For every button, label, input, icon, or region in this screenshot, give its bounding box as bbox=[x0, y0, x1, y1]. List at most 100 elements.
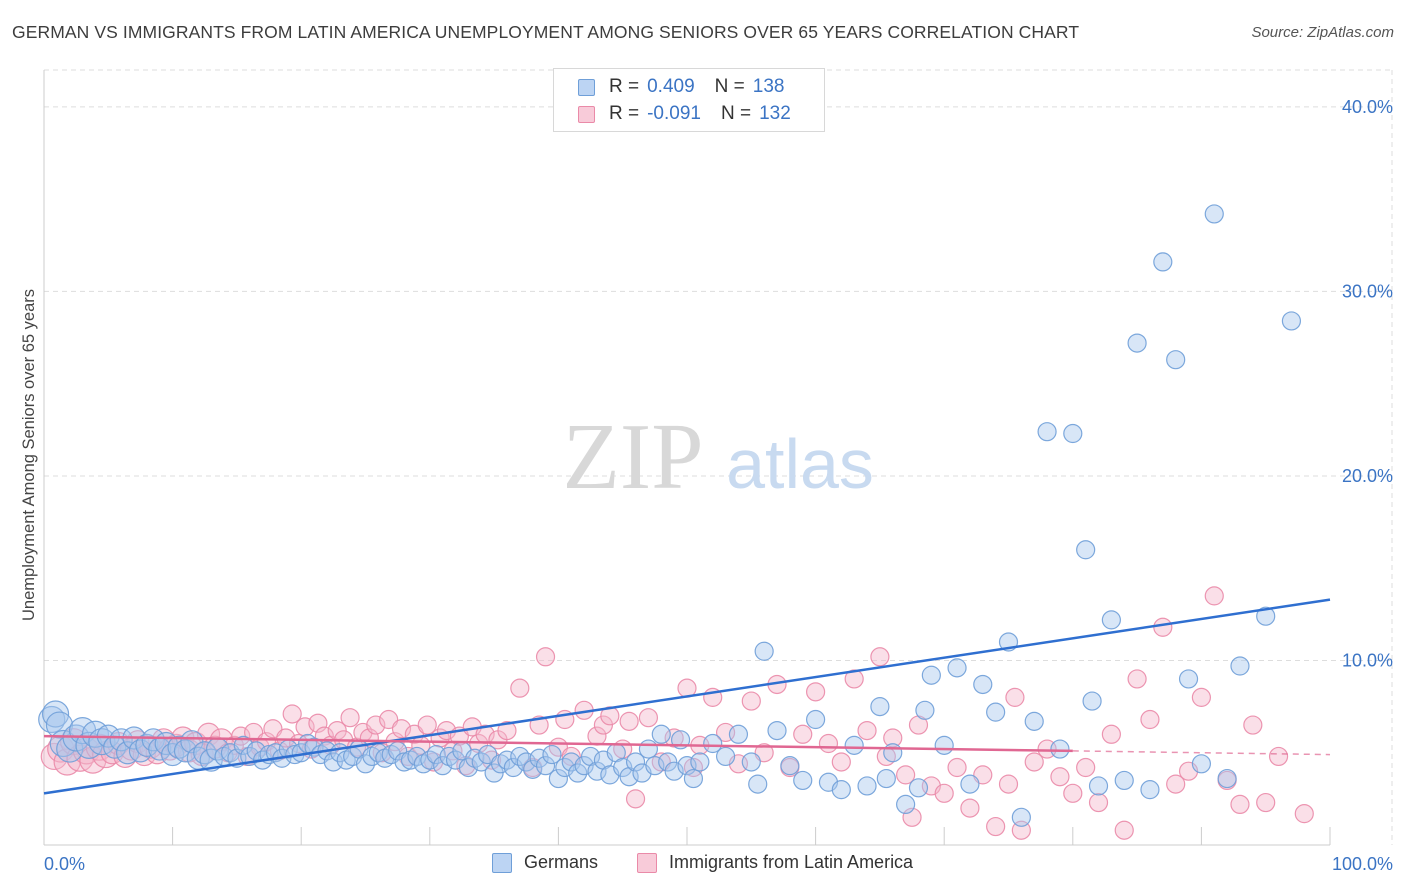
point-germans bbox=[167, 735, 191, 759]
trend-line-immigrants bbox=[43, 734, 1073, 753]
y-axis-label: Unemployment Among Seniors over 65 years bbox=[20, 289, 38, 621]
point-germans bbox=[728, 724, 749, 744]
point-immigrants bbox=[1127, 669, 1147, 689]
watermark-zip: ZIP bbox=[563, 405, 704, 509]
watermark: ZIP atlas bbox=[563, 405, 874, 509]
point-germans bbox=[568, 763, 588, 783]
point-immigrants bbox=[1140, 709, 1160, 730]
point-germans bbox=[478, 744, 498, 765]
point-immigrants bbox=[1088, 792, 1109, 813]
point-germans bbox=[355, 754, 376, 774]
point-germans bbox=[876, 768, 896, 789]
point-germans bbox=[947, 658, 967, 678]
point-germans bbox=[1204, 204, 1224, 224]
correlation-legend: R = 0.409 N = 138 R = -0.091 N = 132 bbox=[553, 68, 825, 132]
point-immigrants bbox=[1153, 617, 1173, 637]
legend-item-germans[interactable]: Germans bbox=[492, 852, 598, 873]
legend-r-label: R = bbox=[609, 103, 640, 124]
point-germans bbox=[497, 750, 517, 770]
point-germans bbox=[413, 754, 433, 774]
point-immigrants bbox=[619, 711, 639, 731]
point-immigrants bbox=[379, 709, 399, 730]
point-immigrants bbox=[510, 678, 530, 698]
axes bbox=[43, 70, 1331, 846]
point-germans bbox=[548, 768, 569, 789]
point-germans bbox=[1178, 669, 1199, 689]
point-immigrants bbox=[1191, 687, 1212, 707]
point-germans bbox=[780, 756, 800, 776]
point-immigrants bbox=[1268, 746, 1289, 767]
point-germans bbox=[754, 641, 774, 661]
point-germans bbox=[831, 780, 851, 800]
point-germans bbox=[523, 759, 543, 779]
legend-label-germans: Germans bbox=[524, 852, 599, 872]
legend-row-immigrants: R = -0.091 N = 132 bbox=[578, 101, 791, 127]
point-germans bbox=[645, 756, 665, 776]
legend-swatch-blue bbox=[492, 852, 512, 873]
point-germans bbox=[1127, 333, 1147, 353]
point-germans bbox=[921, 665, 941, 685]
point-immigrants bbox=[625, 789, 646, 809]
point-immigrants bbox=[857, 720, 877, 741]
point-germans bbox=[748, 774, 768, 794]
point-germans bbox=[1217, 768, 1237, 789]
point-immigrants bbox=[535, 647, 556, 667]
legend-item-immigrants[interactable]: Immigrants from Latin America bbox=[637, 852, 913, 873]
point-germans bbox=[960, 774, 980, 794]
point-germans bbox=[703, 733, 723, 754]
point-germans bbox=[767, 720, 787, 741]
y-tick-label: 20.0% bbox=[1342, 466, 1393, 486]
point-germans bbox=[587, 761, 607, 781]
point-immigrants bbox=[741, 691, 761, 711]
point-immigrants bbox=[263, 719, 283, 739]
point-immigrants bbox=[793, 724, 813, 744]
y-tick-label: 30.0% bbox=[1342, 281, 1393, 301]
point-germans bbox=[561, 752, 581, 772]
point-immigrants bbox=[831, 752, 851, 772]
point-immigrants bbox=[883, 728, 903, 748]
point-germans bbox=[896, 794, 916, 815]
point-germans bbox=[490, 754, 511, 774]
point-germans bbox=[986, 702, 1006, 722]
point-germans bbox=[535, 756, 556, 776]
point-immigrants bbox=[1063, 783, 1083, 803]
point-immigrants bbox=[1101, 724, 1121, 744]
point-germans bbox=[529, 748, 549, 768]
y-tick-label: 10.0% bbox=[1342, 650, 1393, 670]
point-immigrants bbox=[497, 720, 517, 741]
point-immigrants bbox=[818, 733, 839, 754]
point-immigrants bbox=[1076, 757, 1096, 778]
point-germans bbox=[161, 742, 185, 767]
point-immigrants bbox=[417, 715, 437, 735]
point-germans bbox=[1082, 691, 1102, 711]
series-germans-points bbox=[38, 204, 1302, 827]
legend-n-label: N = bbox=[720, 103, 752, 124]
point-immigrants bbox=[1294, 804, 1314, 824]
point-germans bbox=[400, 750, 421, 770]
point-germans bbox=[973, 674, 993, 695]
point-germans bbox=[542, 744, 562, 765]
point-immigrants bbox=[754, 743, 774, 763]
point-immigrants bbox=[1204, 586, 1224, 606]
point-germans bbox=[1191, 754, 1212, 774]
series-legend: Germans Immigrants from Latin America bbox=[0, 852, 1406, 878]
point-immigrants bbox=[960, 798, 980, 818]
point-germans bbox=[471, 752, 491, 772]
point-immigrants bbox=[132, 742, 156, 767]
point-germans bbox=[1088, 776, 1109, 796]
legend-r-label: R = bbox=[609, 76, 640, 97]
chart-title: GERMAN VS IMMIGRANTS FROM LATIN AMERICA … bbox=[12, 22, 1080, 42]
point-germans bbox=[38, 705, 66, 734]
point-immigrants bbox=[1005, 687, 1025, 707]
point-germans bbox=[908, 778, 929, 798]
point-immigrants bbox=[340, 708, 360, 728]
source-label: Source: ZipAtlas.com bbox=[1251, 24, 1394, 41]
legend-n-label: N = bbox=[714, 76, 745, 97]
point-immigrants bbox=[805, 682, 826, 702]
trend-line-germans bbox=[43, 598, 1331, 795]
point-immigrants bbox=[282, 704, 302, 724]
point-immigrants bbox=[1256, 792, 1276, 813]
point-germans bbox=[1153, 252, 1173, 272]
point-immigrants bbox=[934, 783, 954, 803]
point-immigrants bbox=[561, 746, 581, 767]
